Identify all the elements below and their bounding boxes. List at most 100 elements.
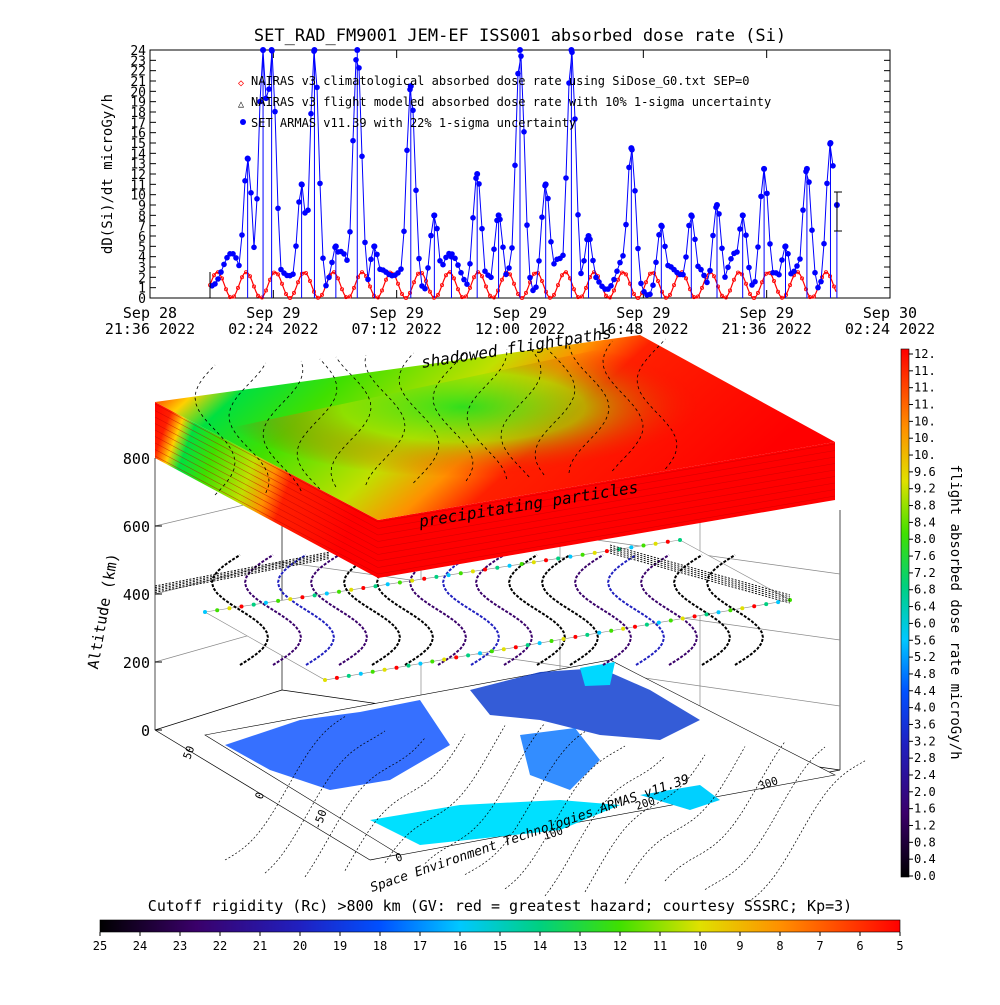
edge-dot [361, 586, 366, 590]
edge-dot [442, 657, 447, 662]
right-cbar-tick-label: 5.2 [914, 650, 936, 664]
y-tick-label: 21 [130, 75, 146, 90]
edge-dot [519, 562, 524, 566]
climatology-point [684, 276, 689, 281]
edge-dot [668, 618, 673, 623]
ground-track [544, 755, 666, 897]
orbit-track [540, 554, 600, 666]
climatology-point [451, 276, 456, 281]
x-tick-date: Sep 29 [740, 304, 794, 322]
climatology-point [548, 295, 553, 300]
climatology-point [772, 278, 777, 283]
edge-dot [323, 678, 327, 682]
ground-track [424, 722, 546, 864]
y-tick-label: 1 [138, 282, 146, 297]
shadowed-track [636, 338, 678, 470]
armas-point [797, 256, 803, 262]
bottom-cbar-tick-label: 5 [896, 939, 903, 953]
bottom-cbar-tick-label: 23 [173, 939, 187, 953]
armas-point [275, 205, 281, 212]
climatology-point [475, 270, 480, 275]
armas-point [212, 281, 218, 287]
side-tracks [154, 544, 791, 604]
armas-point [395, 270, 401, 276]
legend-marker-triangle: △ [238, 99, 244, 110]
climatology-point [263, 288, 268, 293]
climatology-point [668, 292, 673, 297]
side-track-right [609, 548, 791, 600]
right-cbar-tick-label: 0.4 [914, 852, 936, 866]
edge-dot [633, 624, 637, 629]
climatology-point [696, 294, 701, 299]
bottom-cbar-tick-label: 9 [736, 939, 743, 953]
orbit-track [639, 554, 699, 666]
side-track [154, 551, 331, 587]
armas-point [308, 110, 314, 117]
climatology-point [532, 271, 537, 276]
climatology-point [367, 284, 372, 289]
climatology-point [692, 295, 697, 300]
lat-tick-label: 0 [253, 790, 267, 801]
armas-point [704, 279, 710, 286]
shadowed-track [568, 342, 610, 474]
right-colorbar [900, 348, 910, 878]
layer-stripe [154, 436, 379, 555]
armas-point [683, 254, 689, 260]
map-axis-ticks: 50 0 -50 0 100 200 300 [181, 744, 780, 865]
armas-point [221, 261, 227, 268]
shadowed-track [466, 348, 508, 480]
right-cbar-tick-label: 7.2 [914, 566, 936, 580]
orbit-track [309, 554, 369, 666]
layer-stripe [154, 455, 379, 575]
layer-stripe [377, 443, 836, 523]
edge-dot [495, 565, 500, 570]
edge-dot [346, 673, 351, 678]
edge-dot [537, 641, 542, 646]
edge-dot [263, 600, 268, 605]
armas-point [470, 215, 476, 221]
climatology-point [459, 295, 464, 300]
climatology-point [572, 287, 577, 292]
edge-dot [665, 539, 670, 544]
side-track-right [609, 550, 791, 602]
climatology-point [415, 271, 420, 276]
edge-dot [544, 558, 548, 563]
edge-dot [358, 671, 363, 676]
shadowed-track [432, 350, 474, 482]
armas-peak [739, 212, 746, 219]
right-cbar-tick-label: 10. [914, 431, 936, 445]
climatology-point [656, 278, 661, 283]
edge-dot [394, 665, 399, 670]
armas-point [359, 153, 365, 160]
climatology-point [355, 275, 360, 280]
armas-point [347, 229, 353, 235]
armas-peak [542, 181, 549, 188]
armas-point [341, 251, 347, 257]
y-tick-label: 14 [130, 147, 146, 162]
continent-europe-asia [470, 668, 700, 740]
y-tick-label: 13 [130, 158, 146, 173]
climatology-point [744, 281, 749, 286]
lat-tick-label: 50 [181, 744, 198, 761]
bottom-cbar-tick-label: 14 [533, 939, 547, 953]
layer-stripe [377, 463, 836, 542]
lon-tick-label: 100 [542, 824, 565, 843]
armas-peak [568, 47, 575, 53]
shadowed-track [330, 356, 372, 488]
side-track [154, 554, 331, 590]
bottom-colorbar-label: Cutoff rigidity (Rc) >800 km (GV: red = … [148, 897, 852, 915]
armas-point [719, 245, 725, 252]
climatology-point [808, 295, 813, 300]
edge-dot [478, 651, 482, 656]
edge-dot [573, 634, 578, 639]
climatology-point [271, 270, 276, 275]
side-track [154, 556, 331, 592]
climatology-point [211, 273, 216, 278]
armas-point [329, 259, 335, 266]
armas-point [236, 262, 242, 269]
ground-track [664, 741, 786, 882]
z-tick-label: 0 [141, 722, 150, 740]
right-cbar-tick-label: 10. [914, 448, 936, 462]
